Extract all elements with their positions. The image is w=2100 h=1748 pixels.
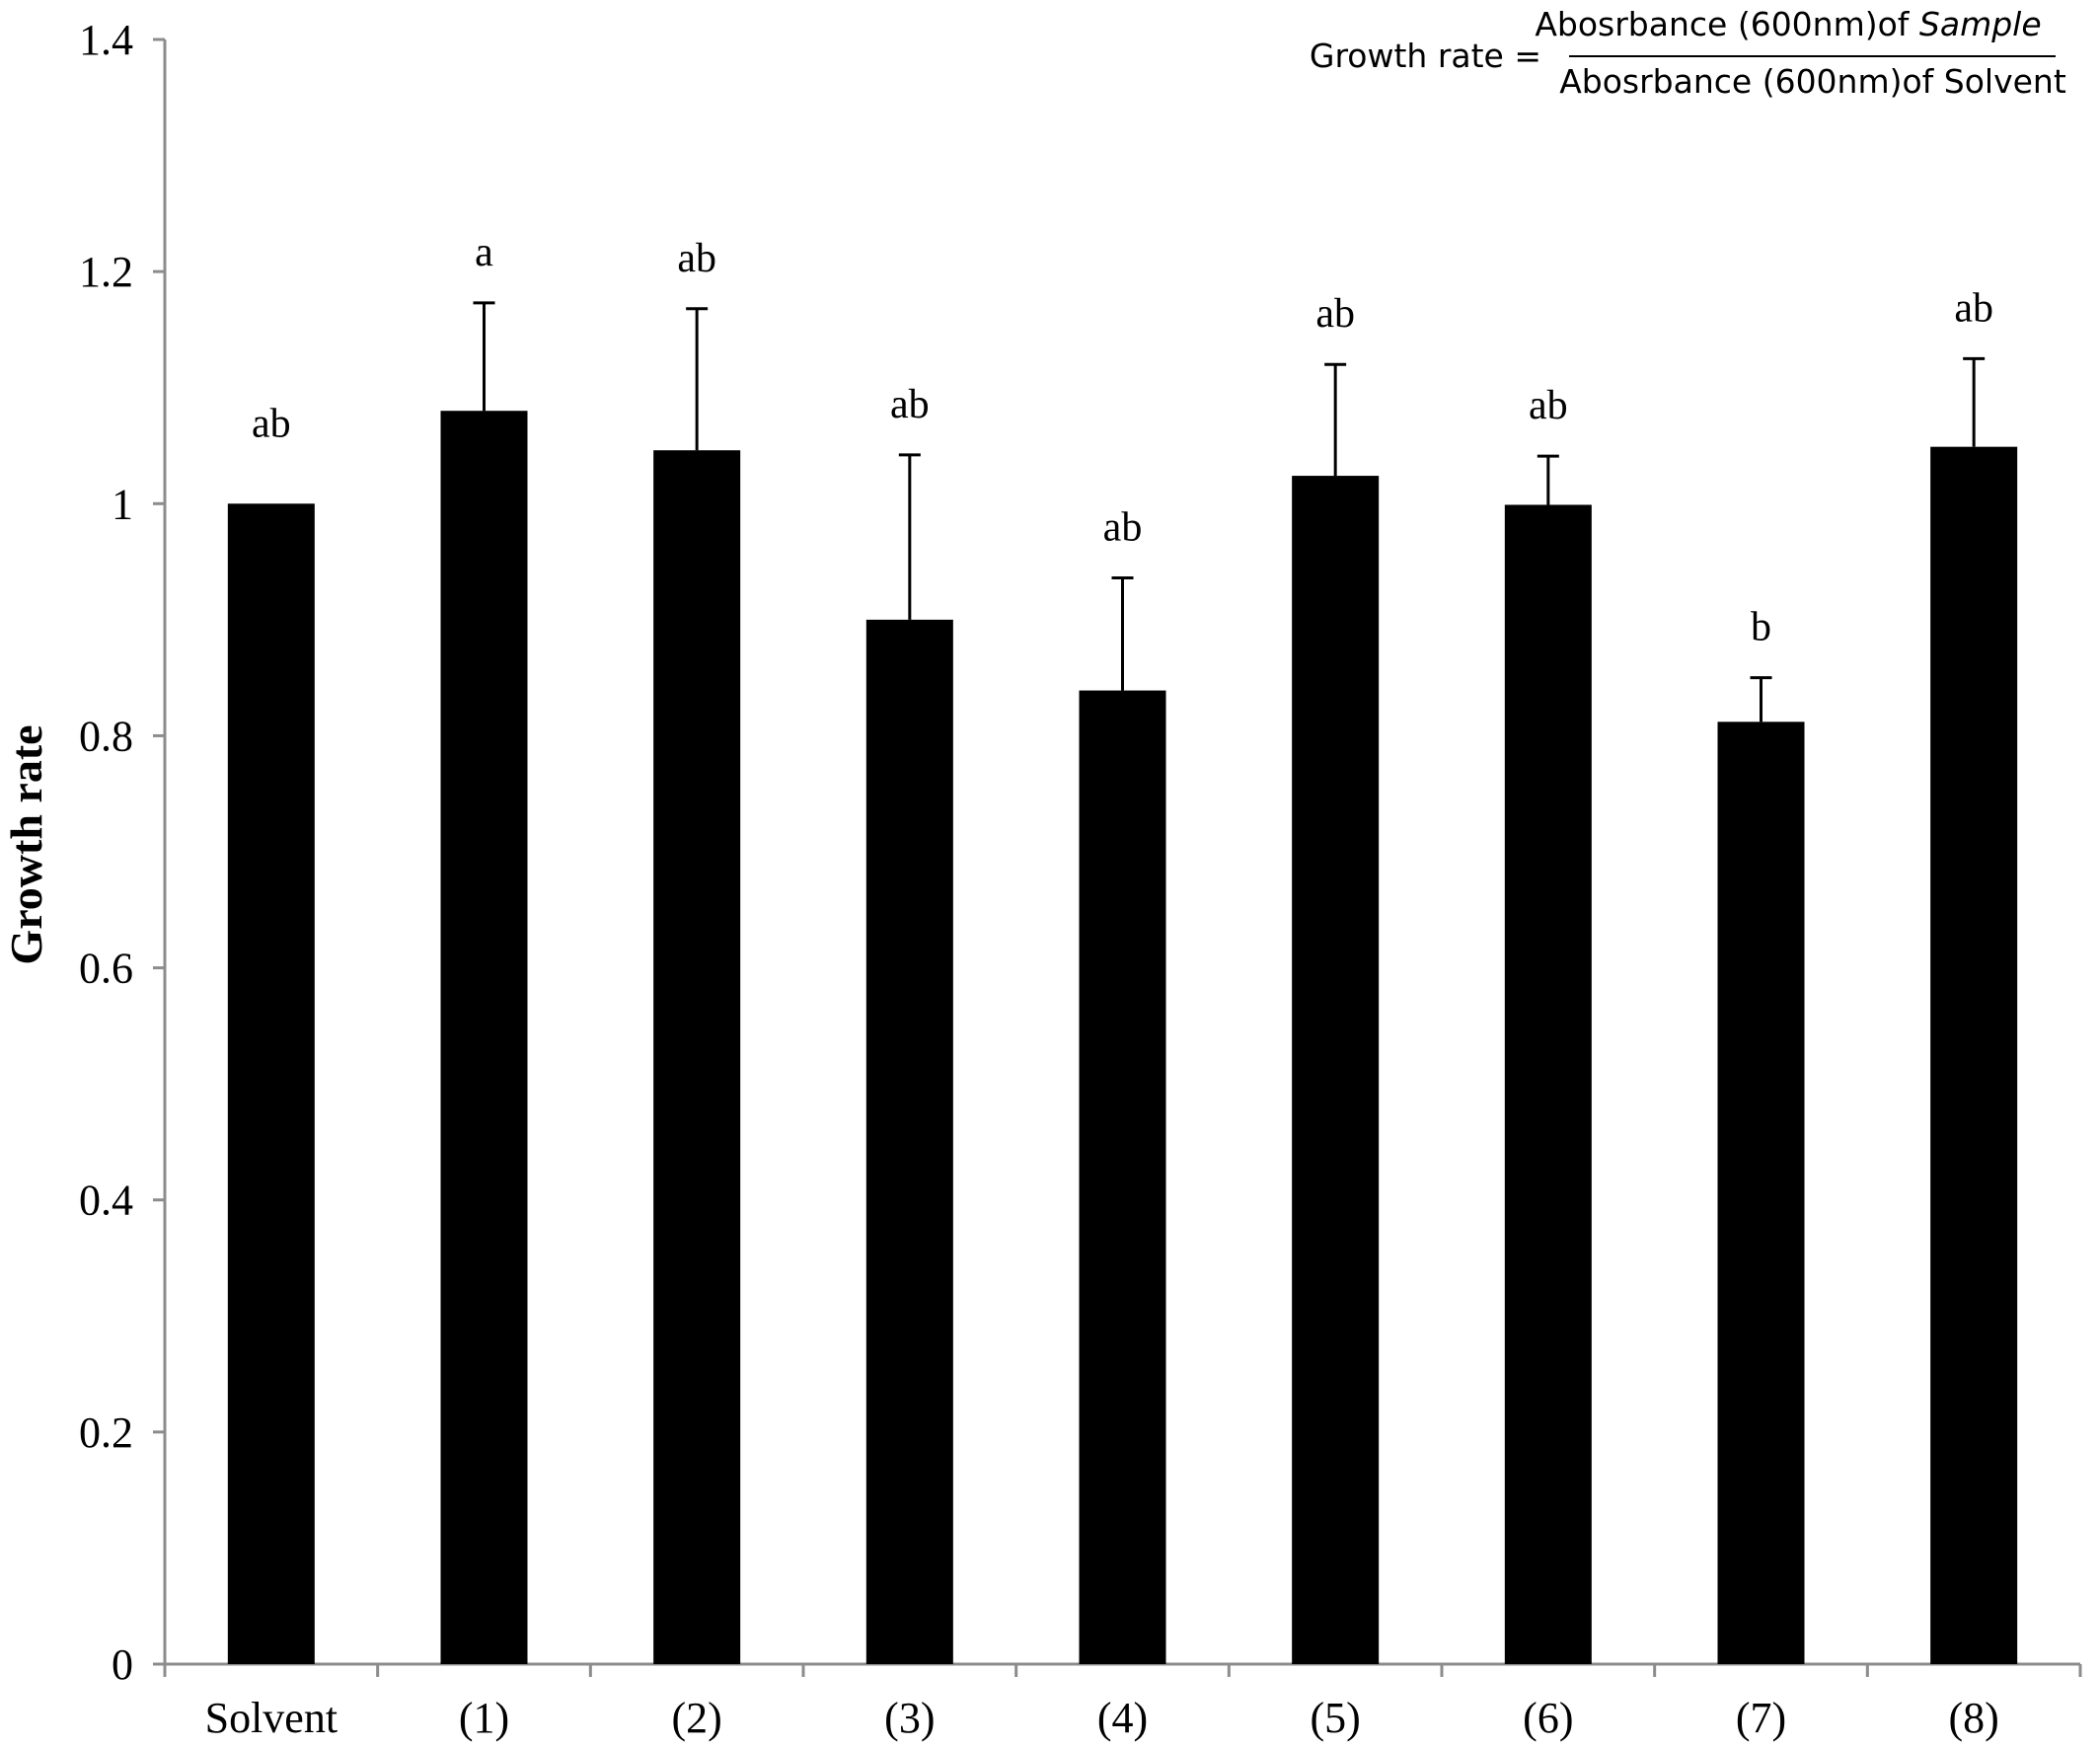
bar xyxy=(653,450,741,1664)
bar xyxy=(865,619,953,1664)
significance-label: ab xyxy=(1954,285,1993,331)
formula-lhs: Growth rate = xyxy=(1310,37,1541,75)
y-axis: 0 0.2 0.4 0.6 0.8 1 1.2 1.4 xyxy=(79,16,167,1689)
y-tick-label: 0.4 xyxy=(79,1177,133,1225)
bar xyxy=(1504,504,1592,1664)
bar xyxy=(1930,446,2018,1664)
error-bars xyxy=(473,301,1986,722)
x-tick-label: (5) xyxy=(1311,1694,1361,1742)
y-tick-label: 0.6 xyxy=(79,945,133,993)
x-tick-label: (3) xyxy=(884,1694,935,1742)
bar xyxy=(1079,690,1166,1664)
formula-annotation: Growth rate = Abosrbance (600nm)of Sampl… xyxy=(1310,5,2066,101)
bar xyxy=(1717,722,1805,1664)
bars xyxy=(227,411,2018,1665)
y-tick-label: 0.2 xyxy=(79,1408,133,1457)
formula-numerator: Abosrbance (600nm)of Sample xyxy=(1535,5,2041,43)
y-tick-label: 0 xyxy=(112,1640,133,1689)
significance-label: ab xyxy=(252,401,291,446)
y-tick-label: 1.2 xyxy=(79,248,133,296)
significance-label: ab xyxy=(890,382,930,427)
x-tick-label: (7) xyxy=(1736,1694,1786,1742)
y-tick-label: 1.4 xyxy=(79,16,133,64)
significance-label: a xyxy=(475,230,493,275)
y-tick-label: 0.8 xyxy=(79,712,133,760)
bar xyxy=(1292,476,1380,1664)
significance-label: b xyxy=(1751,605,1771,650)
formula-denominator: Abosrbance (600nm)of Solvent xyxy=(1559,62,2066,101)
significance-labels: ab a ab ab ab ab ab b ab xyxy=(252,230,1993,650)
significance-label: ab xyxy=(1315,291,1355,337)
significance-label: ab xyxy=(1103,505,1143,551)
x-tick-label: (2) xyxy=(672,1694,722,1742)
x-tick-label: (8) xyxy=(1949,1694,1999,1742)
significance-label: ab xyxy=(1529,383,1568,428)
x-tick-label: (1) xyxy=(459,1694,509,1742)
bar xyxy=(227,503,315,1665)
y-tick-label: 1 xyxy=(112,480,133,528)
x-tick-label: (6) xyxy=(1523,1694,1573,1742)
x-tick-label: (4) xyxy=(1097,1694,1148,1742)
formula-numerator-italic: Sample xyxy=(1919,5,2042,43)
x-tick-label: Solvent xyxy=(205,1694,338,1742)
bar xyxy=(440,411,528,1665)
y-axis-label: Growth rate xyxy=(1,724,51,964)
significance-label: ab xyxy=(677,236,716,281)
x-axis: Solvent (1) (2) (3) (4) (5) (6) (7) (8) xyxy=(163,1662,2082,1742)
formula-numerator-text: Abosrbance (600nm)of xyxy=(1535,5,1919,43)
